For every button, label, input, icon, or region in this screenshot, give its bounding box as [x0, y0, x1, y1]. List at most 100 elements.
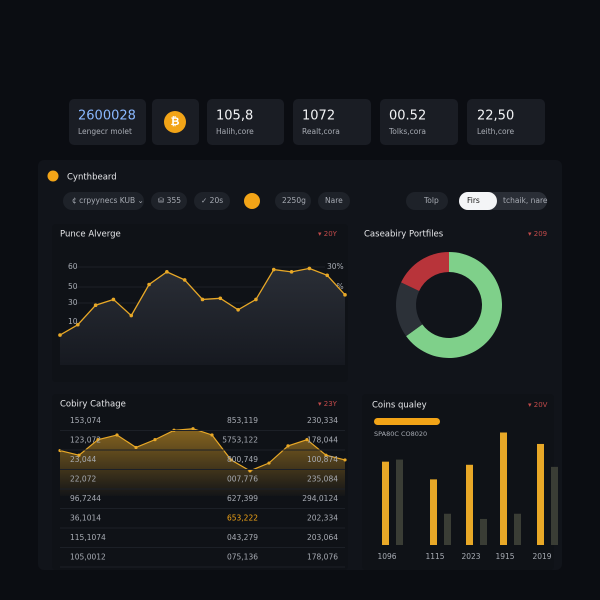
stat-card — [467, 99, 545, 145]
filter-chip[interactable] — [151, 192, 187, 210]
table-cell: 075,136 — [227, 553, 258, 562]
table-cell: 5753,122 — [222, 436, 258, 445]
price-point — [129, 313, 134, 318]
table-point — [229, 458, 233, 462]
donut-segment — [396, 282, 423, 337]
price-point — [343, 293, 347, 297]
price-point — [147, 282, 151, 287]
table-point — [324, 453, 328, 457]
stat-card — [69, 99, 146, 145]
table-area — [60, 428, 345, 496]
price-point — [307, 266, 312, 271]
price-point — [271, 267, 276, 272]
table-cell: 105,0012 — [70, 553, 106, 562]
table-cell: 007,776 — [227, 475, 258, 484]
table-cell: 202,334 — [307, 514, 338, 523]
bar — [500, 432, 507, 545]
chip-text[interactable]: ¢ crpyynecs KUB ⌄ — [72, 196, 144, 205]
stat-card — [380, 99, 458, 145]
chip-text[interactable]: ⛁ 355 — [158, 196, 181, 205]
stat-value: 2600028 — [78, 109, 136, 124]
chip-text[interactable]: ✓ 20s — [201, 196, 223, 205]
x-tick-label: 1915 — [495, 552, 514, 561]
filter-chip[interactable] — [194, 192, 230, 210]
table-point — [267, 461, 271, 465]
price-point — [236, 308, 240, 312]
table-point — [286, 444, 290, 448]
toggle-active[interactable] — [459, 192, 497, 210]
table-cell: 230,334 — [307, 416, 338, 425]
table-cell: 043,279 — [227, 533, 258, 542]
bar — [466, 464, 473, 545]
donut-segment — [406, 252, 502, 358]
table-cell: 235,084 — [307, 475, 338, 484]
progress-label: SPA80C CO8020 — [374, 430, 427, 438]
card-period[interactable]: ▾ 23Y — [318, 400, 338, 408]
table-line — [59, 428, 346, 472]
stat-value: 105,8 — [216, 109, 253, 124]
table-cell: 653,222 — [227, 514, 258, 523]
table-cell: 115,1074 — [70, 533, 106, 542]
table-point — [305, 438, 309, 442]
chip-text[interactable]: 2250g — [282, 196, 306, 205]
table-point — [191, 427, 195, 431]
y2-tick-label: 30% — [327, 262, 344, 271]
card-period[interactable]: ▾ 209 — [528, 230, 547, 238]
stat-label: Leith,core — [477, 127, 514, 136]
bar — [480, 518, 487, 545]
table-cell: 96,7244 — [70, 494, 101, 503]
filter-chip[interactable] — [275, 192, 311, 210]
chip-text[interactable]: Nare — [325, 196, 343, 205]
price-point — [58, 333, 62, 337]
filter-chip[interactable] — [63, 192, 144, 210]
toggle-text[interactable]: tchaik, nare — [503, 196, 548, 205]
filter-chip[interactable] — [318, 192, 350, 210]
table-cell: 36,1014 — [70, 514, 101, 523]
bitcoin-button[interactable] — [244, 193, 260, 209]
stat-card — [293, 99, 371, 145]
price-point — [76, 322, 80, 327]
table-point — [153, 438, 157, 442]
price-point — [200, 297, 205, 302]
y-tick-label: 10 — [68, 317, 78, 326]
price-area — [60, 268, 345, 365]
card-period[interactable]: ▾ 20Y — [318, 230, 338, 238]
table-cell: 100,874 — [307, 455, 338, 464]
table-point — [77, 453, 81, 457]
button[interactable] — [406, 192, 448, 210]
price-point — [289, 270, 294, 274]
donut-segment — [401, 252, 449, 291]
table-cell: 800,749 — [227, 455, 258, 464]
stat-card — [207, 99, 284, 145]
table-cell: 123,072 — [70, 436, 101, 445]
table-point — [115, 433, 119, 437]
bar — [537, 443, 544, 545]
stat-value: 1072 — [302, 109, 335, 124]
price-point — [254, 297, 258, 302]
y-tick-label: 60 — [68, 262, 78, 271]
stat-label: Tolks,cora — [388, 127, 426, 136]
bitcoin-icon — [164, 111, 186, 133]
table-cell: 627,399 — [227, 494, 258, 503]
bar — [444, 513, 451, 545]
icon-glyph: ₿ — [171, 115, 180, 128]
button-text[interactable]: Tolp — [423, 196, 439, 205]
card-title: Cobiry Cathage — [60, 400, 126, 410]
price-point — [182, 278, 187, 282]
bar — [551, 466, 558, 545]
price-point — [218, 296, 223, 301]
toggle-text[interactable]: Firs — [467, 196, 480, 205]
stat-label: Halih,core — [216, 127, 254, 136]
card-period[interactable]: ▾ 20V — [528, 401, 548, 409]
stat-value: 22,50 — [477, 109, 514, 124]
price-point — [165, 270, 169, 274]
logo-icon — [47, 170, 59, 182]
bar — [396, 459, 403, 545]
table-cell: 203,064 — [307, 533, 338, 542]
stat-value: 00.52 — [389, 109, 426, 124]
table-cell: 153,074 — [70, 416, 101, 425]
x-tick-label: 2023 — [461, 552, 480, 561]
bar — [430, 479, 437, 545]
